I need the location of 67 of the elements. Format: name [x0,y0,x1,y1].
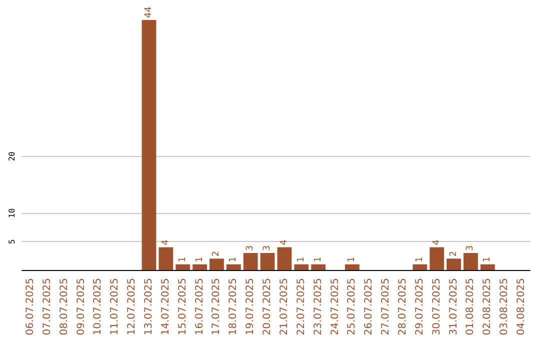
bar [345,264,360,270]
bar [210,258,224,270]
x-tick-label: 11.07.2025 [110,278,121,336]
data-label: 1 [313,256,324,262]
bar [176,264,190,270]
x-tick-label: 25.07.2025 [346,278,358,336]
data-label: 3 [262,245,273,251]
data-label: 1 [296,256,306,262]
x-tick-label: 07.07.2025 [42,278,53,336]
x-tick-label: 22.07.2025 [296,278,307,336]
bar [243,252,258,270]
data-label: 3 [246,245,256,251]
bar [464,252,478,270]
data-label: 4 [160,239,171,246]
x-tick-label: 10.07.2025 [92,278,104,336]
x-tick-label: 15.07.2025 [177,278,188,336]
x-tick-label: 06.07.2025 [24,278,36,336]
bar [430,247,444,270]
data-label: 1 [194,256,205,262]
bar [446,258,461,270]
x-tick-label: 18.07.2025 [228,278,240,336]
x-tick-label: 26.07.2025 [364,278,375,336]
x-tick-label: 09.07.2025 [76,278,87,336]
x-tick-label: 29.07.2025 [414,278,426,336]
y-tick-label: 10 [8,208,16,218]
x-tick-label: 31.07.2025 [448,278,460,336]
data-label: 2 [212,250,222,257]
x-tick-label: 20.07.2025 [262,278,274,336]
bar [260,252,275,270]
x-tick-label: 17.07.2025 [211,278,222,336]
data-label: 2 [448,250,459,257]
bar [294,264,309,270]
data-label: 1 [347,256,358,262]
data-label: 1 [414,256,425,262]
y-tick-label: 20 [8,151,16,162]
bar [192,264,207,270]
x-tick-label: 13.07.2025 [144,278,154,336]
bar [277,247,292,270]
x-tick-label: 04.08.2025 [516,278,528,336]
data-label: 3 [466,245,476,251]
x-tick-label: 08.07.2025 [58,278,70,336]
bar [158,247,174,270]
bar [311,264,326,270]
data-label: 1 [178,256,188,262]
x-tick-label: 30.07.2025 [431,278,442,336]
x-tick-label: 19.07.2025 [245,278,256,336]
data-label: 1 [228,256,239,262]
x-tick-label: 12.07.2025 [126,278,138,336]
x-tick-label: 24.07.2025 [330,278,341,336]
x-tick-label: 02.08.2025 [482,278,494,336]
data-label: 1 [482,256,493,262]
x-tick-label: 27.07.2025 [380,278,392,336]
x-tick-label: 16.07.2025 [194,278,206,336]
x-tick-label: 28.07.2025 [398,278,408,336]
bar [142,20,156,270]
bar [226,264,241,270]
bar [480,264,495,270]
x-tick-label: 23.07.2025 [312,278,324,336]
x-tick-label: 01.08.2025 [465,278,476,336]
data-label: 4 [432,239,442,246]
x-tick-label: 14.07.2025 [160,278,172,336]
bar [412,264,428,270]
x-tick-label: 21.07.2025 [278,278,290,336]
data-label: 4 [279,239,290,246]
x-tick-label: 03.08.2025 [499,278,510,336]
data-label: 44 [144,6,154,18]
y-tick-label: 5 [8,239,16,244]
